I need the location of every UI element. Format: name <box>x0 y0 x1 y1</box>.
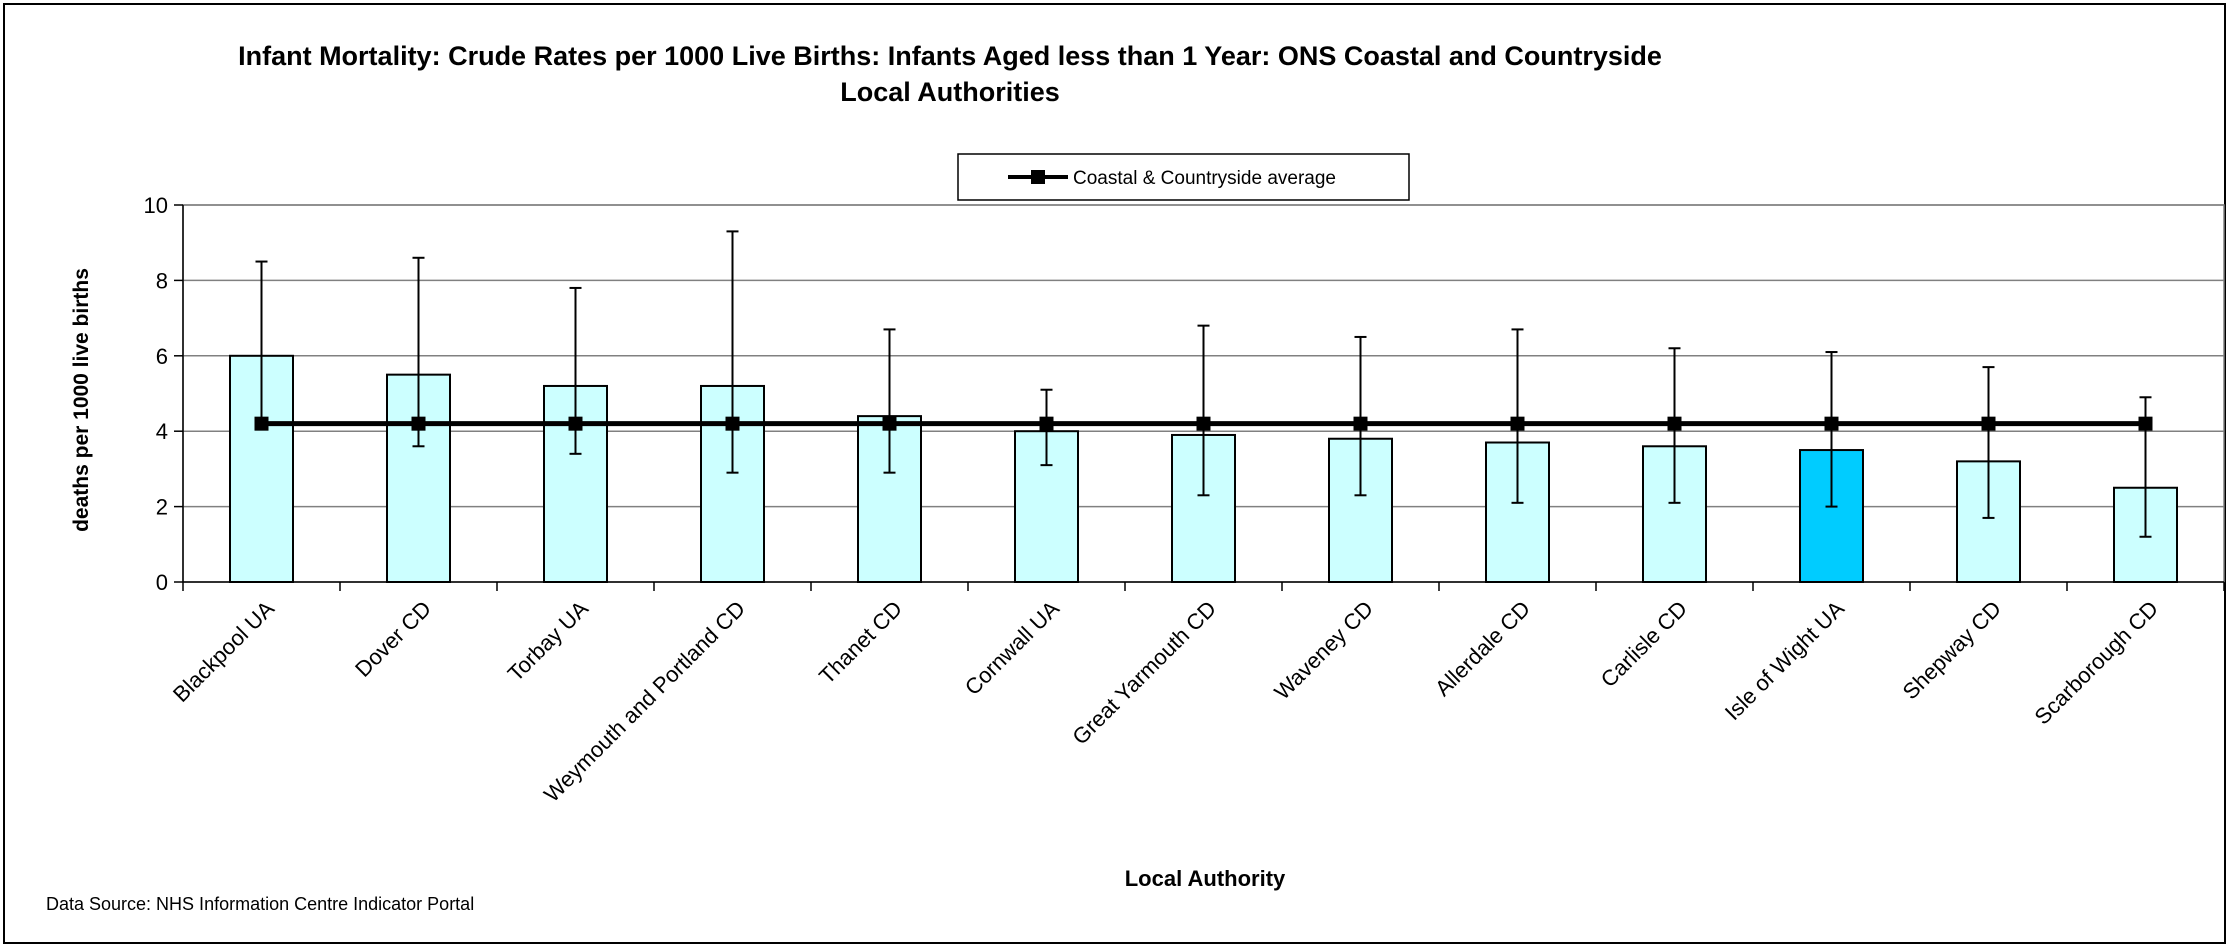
average-series-marker <box>882 416 897 431</box>
average-series-marker <box>1039 416 1054 431</box>
x-tick-label: Isle of Wight UA <box>1720 596 1849 725</box>
y-tick-label: 4 <box>156 419 168 444</box>
chart-frame <box>3 3 2226 944</box>
average-series-marker <box>1510 416 1525 431</box>
average-line <box>254 416 2153 431</box>
x-tick-label: Dover CD <box>350 596 436 682</box>
legend: Coastal & Countryside average <box>957 153 1410 201</box>
x-tick-label: Allerdale CD <box>1430 596 1535 701</box>
average-series-marker <box>2138 416 2153 431</box>
average-series-marker <box>568 416 583 431</box>
chart-title: Infant Mortality: Crude Rates per 1000 L… <box>238 41 1662 107</box>
average-series-marker <box>1981 416 1996 431</box>
average-series-marker <box>1824 416 1839 431</box>
y-tick-label: 8 <box>156 268 168 293</box>
average-series-marker <box>1353 416 1368 431</box>
x-tick-label: Scarborough CD <box>2029 596 2163 730</box>
data-source-note: Data Source: NHS Information Centre Indi… <box>46 894 475 914</box>
x-tick-label: Cornwall UA <box>960 596 1064 700</box>
average-series-marker <box>1667 416 1682 431</box>
x-tick-label: Carlisle CD <box>1596 596 1692 692</box>
y-tick-label: 6 <box>156 344 168 369</box>
x-tick-label: Great Yarmouth CD <box>1067 596 1221 750</box>
y-tick-label: 2 <box>156 495 168 520</box>
average-series-marker <box>254 416 269 431</box>
error-bars <box>255 230 2152 538</box>
x-tick-label: Torbay UA <box>503 596 594 687</box>
average-series-marker <box>725 416 740 431</box>
x-tick-label: Shepway CD <box>1898 596 2006 704</box>
x-tick-label: Thanet CD <box>814 596 907 689</box>
bars <box>229 354 2178 584</box>
legend-label: Coastal & Countryside average <box>1073 168 1336 189</box>
legend-marker-swatch <box>1031 170 1045 184</box>
y-tick-label: 0 <box>156 570 168 595</box>
x-axis-label: Local Authority <box>1124 866 1286 891</box>
x-tick-label: Blackpool UA <box>168 596 279 707</box>
average-series-marker <box>1196 416 1211 431</box>
x-tick-label: Waveney CD <box>1269 596 1378 705</box>
average-series-marker <box>411 416 426 431</box>
y-tick-label: 10 <box>144 193 168 218</box>
